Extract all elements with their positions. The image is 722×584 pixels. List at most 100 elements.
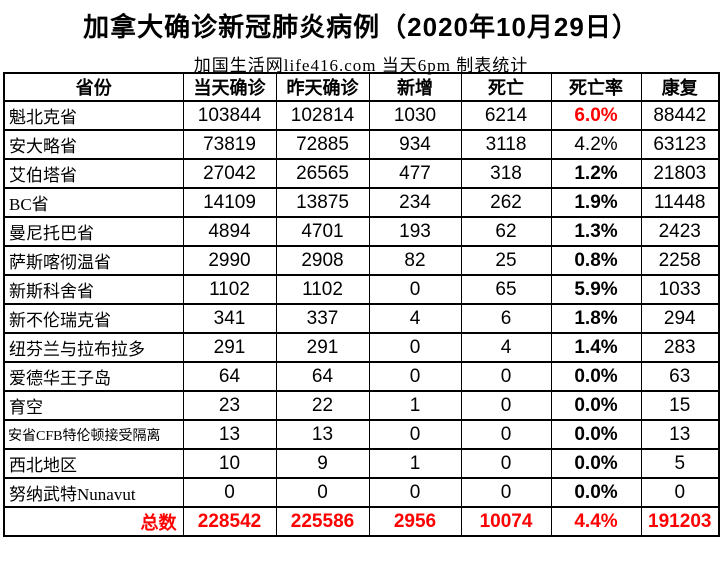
cell-province-name: 魁北克省 — [3, 100, 184, 131]
cell-yesterday-confirmed: 72885 — [275, 129, 370, 160]
cell-new-cases: 4 — [368, 303, 462, 334]
table-body: 魁北克省 103844 102814 1030 6214 6.0% 88442 安大略省 738… — [3, 100, 720, 508]
cell-yesterday-confirmed: 1102 — [275, 274, 370, 305]
cell-today-confirmed: 1102 — [182, 274, 277, 305]
cell-today-confirmed: 23 — [182, 390, 277, 421]
cell-new-cases: 0 — [368, 332, 462, 363]
cell-death-rate: 0.0% — [550, 477, 642, 508]
cell-deaths: 62 — [460, 216, 552, 247]
table-row: 安大略省 73819 72885 934 3118 4.2% 63123 — [3, 129, 720, 160]
cell-death-rate: 1.8% — [550, 303, 642, 334]
cell-death-rate: 0.0% — [550, 419, 642, 450]
cell-recovered: 13 — [640, 419, 720, 450]
cell-new-cases: 0 — [368, 274, 462, 305]
cell-death-rate: 0.0% — [550, 390, 642, 421]
cell-death-rate: 0.0% — [550, 448, 642, 479]
cell-province-name: 新斯科舍省 — [3, 274, 184, 305]
cell-death-rate: 1.3% — [550, 216, 642, 247]
cell-deaths: 25 — [460, 245, 552, 276]
cell-recovered: 63123 — [640, 129, 720, 160]
cell-today-confirmed: 13 — [182, 419, 277, 450]
cell-yesterday-confirmed: 102814 — [275, 100, 370, 131]
table-row: 西北地区 10 9 1 0 0.0% 5 — [3, 448, 720, 479]
cell-death-rate: 0.8% — [550, 245, 642, 276]
cell-deaths: 262 — [460, 187, 552, 218]
cell-yesterday-confirmed: 291 — [275, 332, 370, 363]
cell-province-name: 新不伦瑞克省 — [3, 303, 184, 334]
cell-recovered: 63 — [640, 361, 720, 392]
cell-province-name: 曼尼托巴省 — [3, 216, 184, 247]
cell-new-cases: 234 — [368, 187, 462, 218]
col-header-new: 新增 — [368, 72, 462, 102]
cell-yesterday-confirmed: 337 — [275, 303, 370, 334]
total-cell-death-rate: 4.4% — [550, 506, 642, 537]
cell-death-rate: 6.0% — [550, 100, 642, 131]
cell-recovered: 2258 — [640, 245, 720, 276]
col-header-yesterday: 昨天确诊 — [275, 72, 370, 102]
table-row: 艾伯塔省 27042 26565 477 318 1.2% 21803 — [3, 158, 720, 189]
cell-today-confirmed: 27042 — [182, 158, 277, 189]
total-cell-yesterday: 225586 — [275, 506, 370, 537]
cell-recovered: 1033 — [640, 274, 720, 305]
cell-new-cases: 1 — [368, 390, 462, 421]
cell-recovered: 15 — [640, 390, 720, 421]
table-row: 萨斯喀彻温省 2990 2908 82 25 0.8% 2258 — [3, 245, 720, 276]
cell-province-name: 纽芬兰与拉布拉多 — [3, 332, 184, 363]
cell-yesterday-confirmed: 26565 — [275, 158, 370, 189]
table-row: 育空 23 22 1 0 0.0% 15 — [3, 390, 720, 421]
cell-deaths: 6 — [460, 303, 552, 334]
cell-province-name: BC省 — [3, 187, 184, 218]
col-header-recovered: 康复 — [640, 72, 720, 102]
cell-recovered: 294 — [640, 303, 720, 334]
cell-province-name: 爱德华王子岛 — [3, 361, 184, 392]
cell-province-name: 育空 — [3, 390, 184, 421]
cell-deaths: 0 — [460, 419, 552, 450]
col-header-province: 省份 — [3, 72, 184, 102]
cell-death-rate: 1.9% — [550, 187, 642, 218]
cell-new-cases: 0 — [368, 419, 462, 450]
cell-today-confirmed: 64 — [182, 361, 277, 392]
cell-recovered: 88442 — [640, 100, 720, 131]
cell-deaths: 0 — [460, 448, 552, 479]
cell-province-name: 努纳武特Nunavut — [3, 477, 184, 508]
cell-yesterday-confirmed: 22 — [275, 390, 370, 421]
cell-today-confirmed: 4894 — [182, 216, 277, 247]
cell-death-rate: 4.2% — [550, 129, 642, 160]
cell-deaths: 6214 — [460, 100, 552, 131]
col-header-deaths: 死亡 — [460, 72, 552, 102]
cell-deaths: 3118 — [460, 129, 552, 160]
cell-province-name: 安大略省 — [3, 129, 184, 160]
cell-new-cases: 193 — [368, 216, 462, 247]
table-row: 爱德华王子岛 64 64 0 0 0.0% 63 — [3, 361, 720, 392]
cell-recovered: 283 — [640, 332, 720, 363]
cell-yesterday-confirmed: 9 — [275, 448, 370, 479]
cell-today-confirmed: 73819 — [182, 129, 277, 160]
table-row: 曼尼托巴省 4894 4701 193 62 1.3% 2423 — [3, 216, 720, 247]
cell-recovered: 2423 — [640, 216, 720, 247]
cell-today-confirmed: 10 — [182, 448, 277, 479]
total-cell-recovered: 191203 — [640, 506, 720, 537]
cell-new-cases: 0 — [368, 361, 462, 392]
total-row: 总数 228542 225586 2956 10074 4.4% 191203 — [3, 506, 720, 537]
cell-death-rate: 1.2% — [550, 158, 642, 189]
cell-recovered: 11448 — [640, 187, 720, 218]
cell-yesterday-confirmed: 13875 — [275, 187, 370, 218]
table-row: BC省 14109 13875 234 262 1.9% 11448 — [3, 187, 720, 218]
total-label: 总数 — [3, 506, 184, 537]
cell-deaths: 0 — [460, 361, 552, 392]
cell-new-cases: 82 — [368, 245, 462, 276]
cell-recovered: 0 — [640, 477, 720, 508]
cell-province-name: 萨斯喀彻温省 — [3, 245, 184, 276]
cell-yesterday-confirmed: 4701 — [275, 216, 370, 247]
cell-death-rate: 5.9% — [550, 274, 642, 305]
header-row: 省份 当天确诊 昨天确诊 新增 死亡 死亡率 康复 — [3, 72, 720, 102]
table-row: 魁北克省 103844 102814 1030 6214 6.0% 88442 — [3, 100, 720, 131]
total-cell-today: 228542 — [182, 506, 277, 537]
cell-deaths: 4 — [460, 332, 552, 363]
cell-new-cases: 1 — [368, 448, 462, 479]
total-cell-deaths: 10074 — [460, 506, 552, 537]
col-header-today: 当天确诊 — [182, 72, 277, 102]
cell-new-cases: 477 — [368, 158, 462, 189]
cell-deaths: 0 — [460, 477, 552, 508]
